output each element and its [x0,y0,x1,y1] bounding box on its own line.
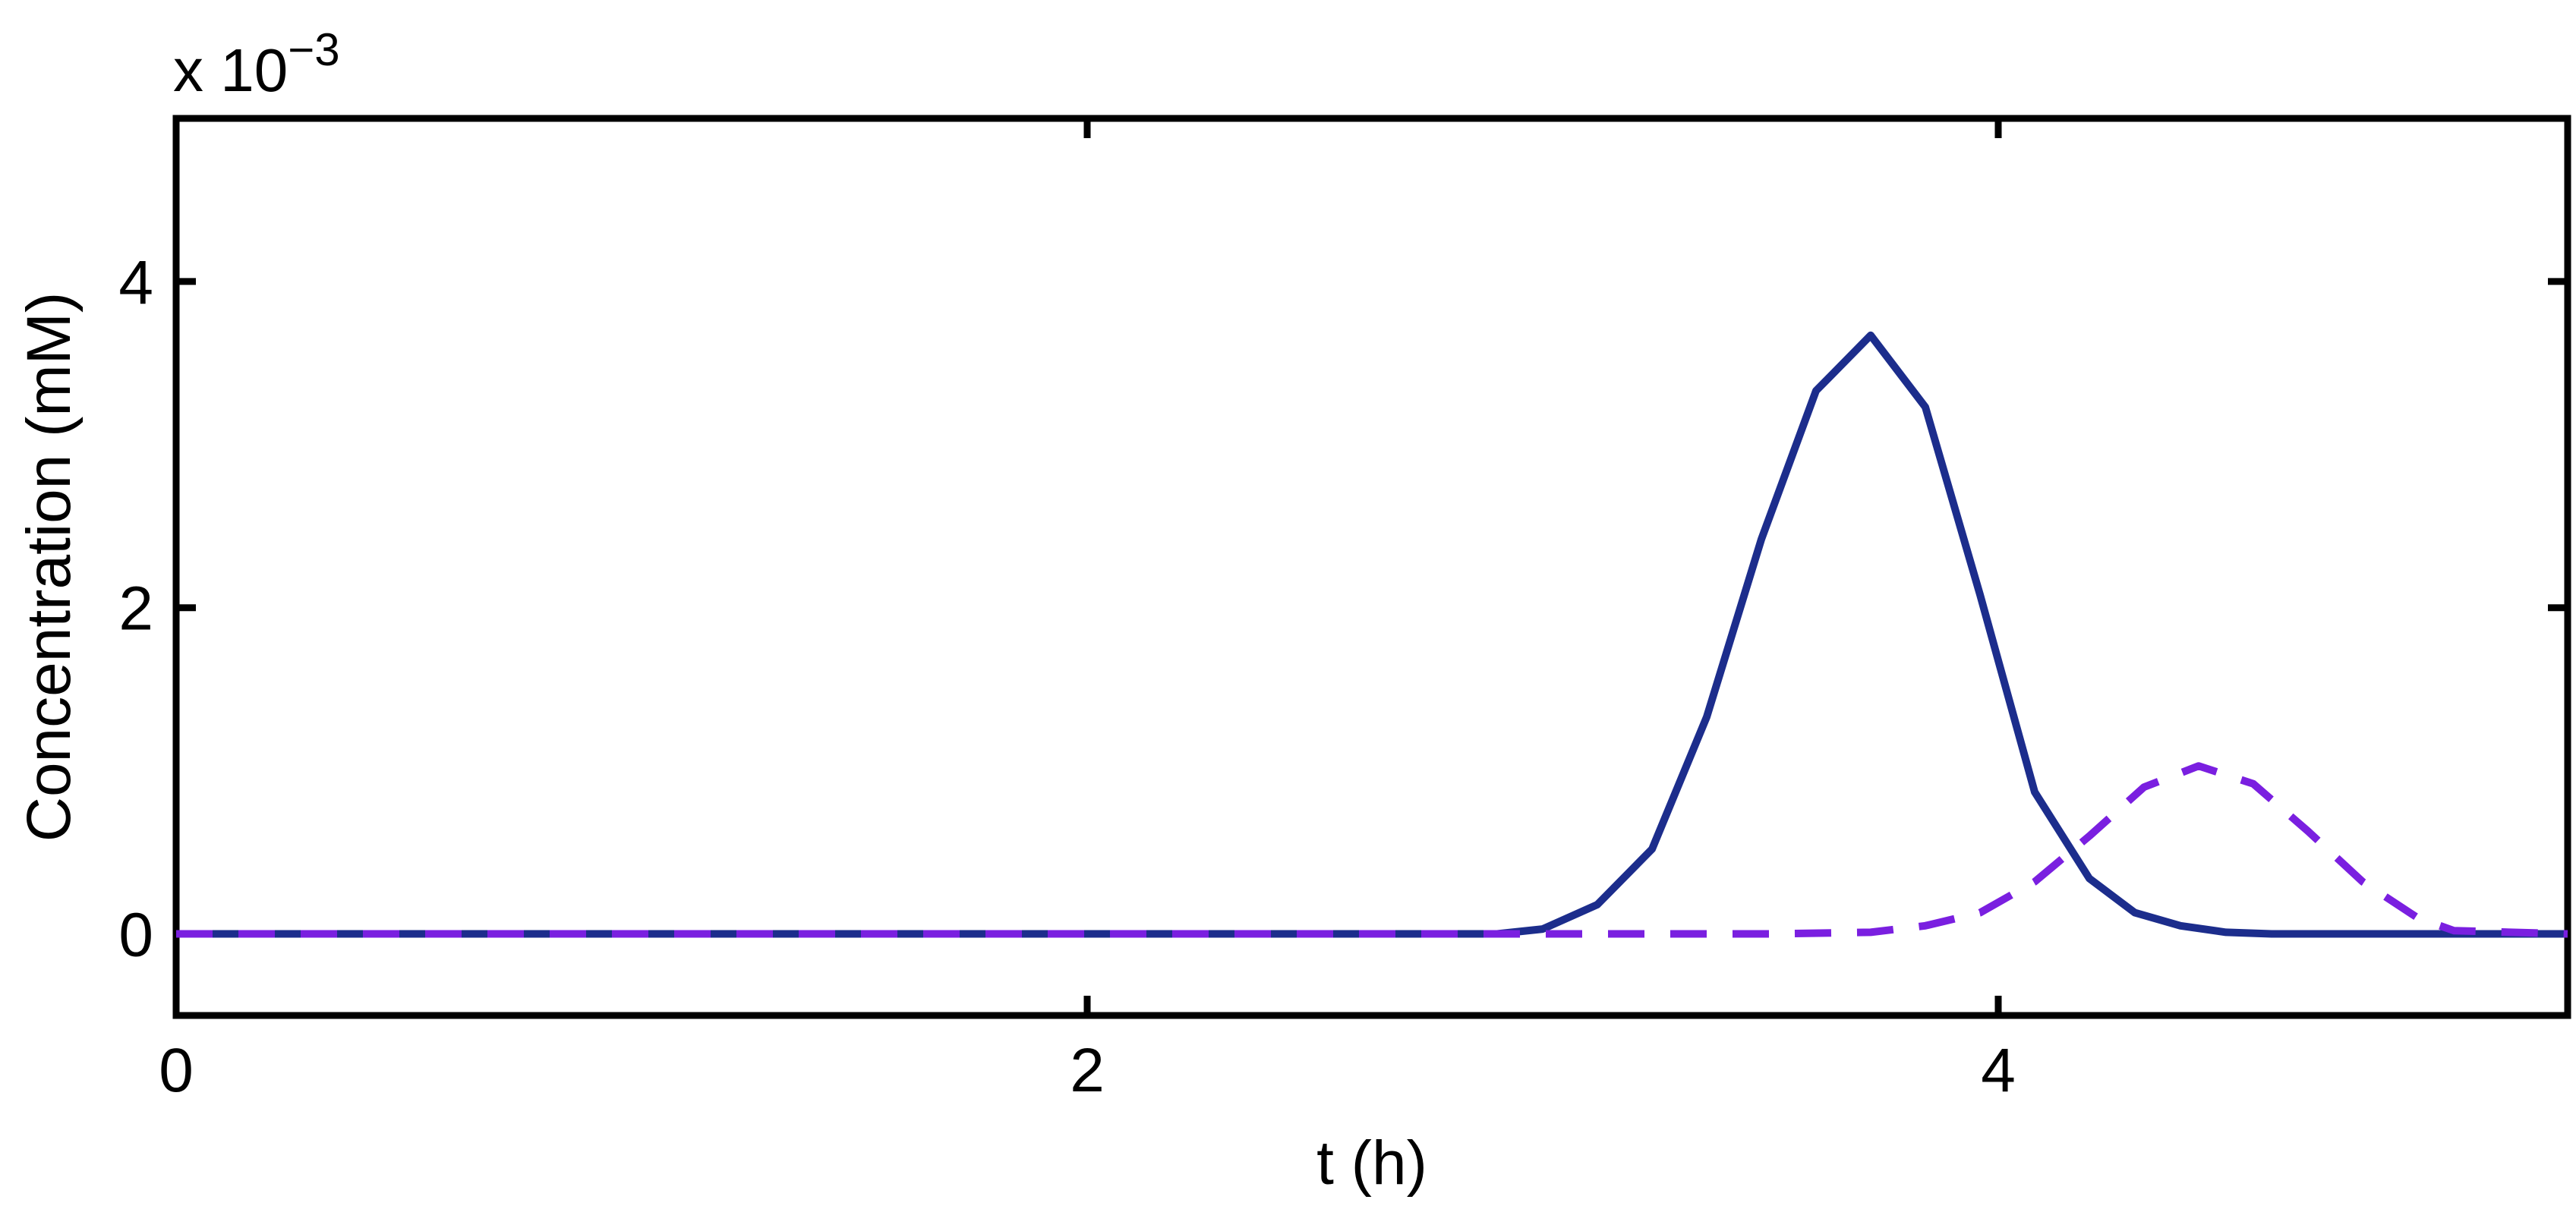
plot-area [172,115,2571,1019]
series-line-solid [176,331,2568,938]
y-tick-label: 4 [118,248,153,317]
axis-labels: t (h) Concentration (mM) x 10−3 [14,24,1427,1198]
axis-ticks: 0 2 4 0 2 4 [118,118,2568,1105]
y-axis-label: Concentration (mM) [14,292,84,842]
series-line-dashed [176,762,2568,938]
y-tick-label: 0 [118,901,153,970]
x-tick-label: 0 [159,1036,194,1105]
x-tick-label: 4 [1981,1036,2016,1105]
y-multiplier-base: x 10 [173,36,288,104]
series-layer [176,331,2568,938]
y-multiplier-exponent: −3 [288,24,339,75]
y-axis-multiplier: x 10−3 [173,24,340,104]
y-tick-label: 2 [118,575,153,644]
x-axis-label: t (h) [1316,1129,1427,1198]
x-tick-label: 2 [1070,1036,1105,1105]
